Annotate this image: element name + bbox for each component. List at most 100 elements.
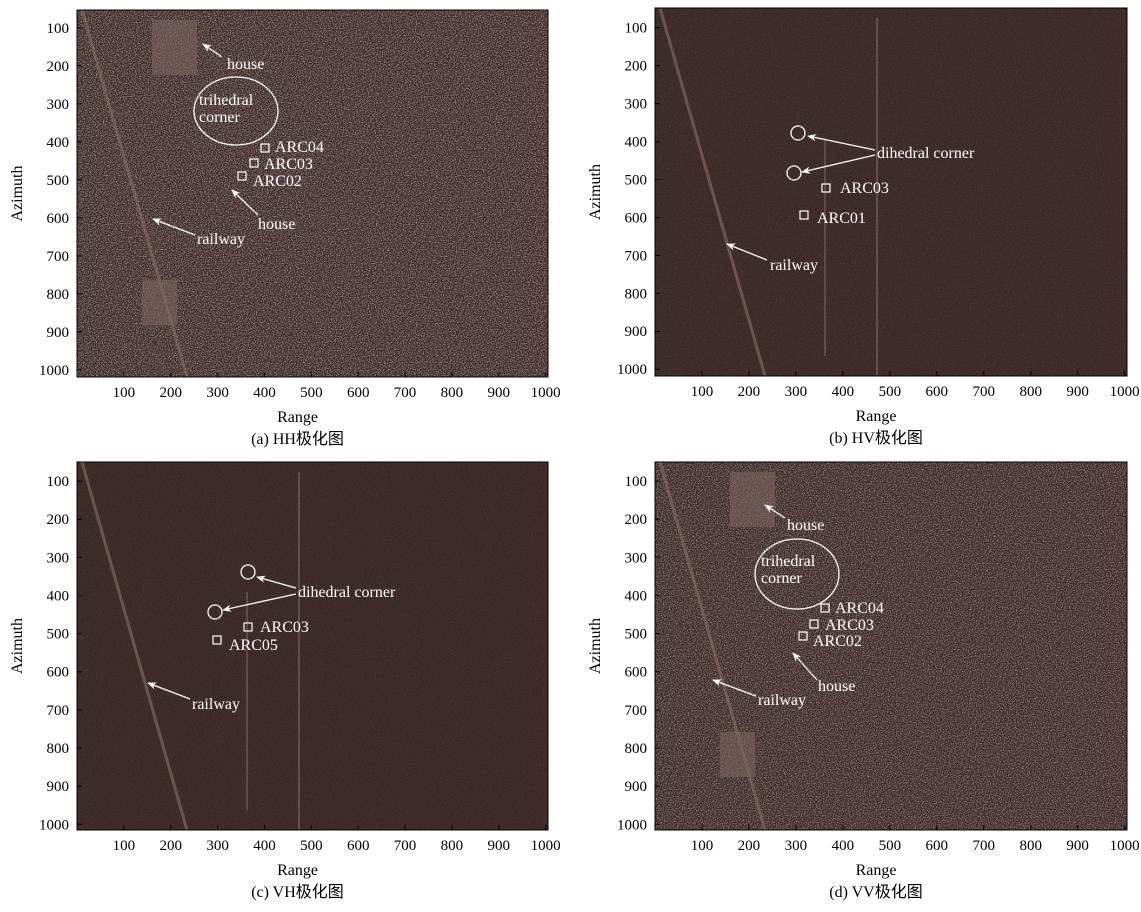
y-tick-label: 500 [625, 172, 648, 188]
y-tick-label: 200 [625, 59, 648, 75]
annotation: house [818, 678, 855, 695]
annotation: ARC04 [835, 600, 884, 617]
x-tick-label: 700 [973, 384, 996, 400]
x-axis-label: Range [277, 862, 318, 879]
y-tick-label: 700 [47, 703, 70, 719]
annotation: dihedral corner [298, 584, 396, 601]
annotation: railway [192, 696, 240, 713]
x-tick-label: 200 [159, 385, 182, 401]
x-tick-label: 300 [206, 838, 229, 854]
annotation: trihedral [199, 92, 254, 109]
x-axis-label: Range [277, 409, 318, 426]
y-tick-label: 500 [47, 627, 70, 643]
y-tick-label: 800 [625, 741, 648, 757]
x-tick-label: 800 [1019, 838, 1042, 854]
y-tick-label: 400 [625, 588, 648, 604]
panel: 1002003004005006007008009001000100200300… [587, 462, 1140, 901]
sar-image-speckle [77, 462, 548, 830]
x-tick-label: 100 [113, 385, 136, 401]
x-tick-label: 200 [738, 838, 761, 854]
x-tick-label: 1000 [1110, 838, 1140, 854]
y-axis-label: Azimuth [9, 618, 26, 674]
y-tick-label: 800 [47, 741, 70, 757]
y-tick-label: 300 [625, 550, 648, 566]
x-tick-label: 900 [1066, 384, 1089, 400]
annotation: ARC02 [813, 633, 862, 650]
x-tick-label: 400 [253, 385, 276, 401]
y-tick-label: 600 [47, 665, 70, 681]
y-tick-label: 400 [47, 135, 70, 151]
caption: (d) VV极化图 [829, 883, 922, 901]
x-tick-label: 700 [973, 838, 996, 854]
y-tick-label: 1000 [617, 817, 647, 833]
page: {"panels": [ {"caption": "(a) HH极化图", "x… [0, 0, 1141, 912]
panel: 1002003004005006007008009001000100200300… [587, 8, 1140, 447]
annotation: ARC01 [817, 210, 866, 227]
figure: 100 200 300 400 500 600 700 800 900 1000 100 200 300… [0, 0, 1141, 907]
annotation: railway [770, 257, 818, 274]
y-tick-label: 300 [47, 97, 70, 113]
house-patch [730, 472, 775, 527]
y-tick-label: 1000 [617, 362, 647, 378]
y-tick-label: 200 [47, 512, 70, 528]
x-tick-label: 800 [1019, 384, 1042, 400]
annotation: ARC03 [840, 180, 889, 197]
annotation: ARC05 [229, 637, 278, 654]
y-axis-label: Azimuth [587, 164, 604, 220]
x-tick-label: 600 [926, 384, 949, 400]
x-tick-label: 800 [441, 838, 464, 854]
x-tick-label: 300 [785, 838, 808, 854]
x-tick-label: 600 [926, 838, 949, 854]
x-tick-label: 900 [488, 385, 511, 401]
caption: (c) VH极化图 [251, 883, 344, 901]
x-tick-label: 500 [879, 838, 902, 854]
y-tick-label: 800 [625, 286, 648, 302]
annotation: corner [199, 109, 241, 126]
x-tick-label: 600 [347, 838, 370, 854]
x-tick-label: 100 [691, 384, 714, 400]
y-tick-label: 600 [625, 210, 648, 226]
y-tick-label: 100 [625, 474, 648, 490]
y-tick-label: 100 [47, 21, 70, 37]
y-tick-label: 200 [47, 59, 70, 75]
y-tick-label: 700 [625, 248, 648, 264]
y-tick-label: 1000 [39, 817, 69, 833]
house-patch [152, 20, 197, 75]
y-tick-label: 900 [47, 779, 70, 795]
x-tick-label: 700 [394, 385, 417, 401]
y-axis-label: Azimuth [587, 618, 604, 674]
x-tick-label: 500 [879, 384, 902, 400]
x-tick-label: 200 [159, 838, 182, 854]
y-tick-label: 400 [47, 588, 70, 604]
y-tick-label: 300 [47, 550, 70, 566]
annotation: house [258, 216, 295, 233]
x-tick-label: 900 [488, 838, 511, 854]
x-tick-label: 1000 [531, 838, 561, 854]
x-tick-label: 400 [253, 838, 276, 854]
y-axis-label: Azimuth [9, 166, 26, 222]
y-tick-label: 1000 [39, 363, 69, 379]
x-tick-label: 300 [785, 384, 808, 400]
y-tick-label: 200 [625, 512, 648, 528]
y-tick-label: 500 [47, 173, 70, 189]
x-tick-label: 200 [738, 384, 761, 400]
y-tick-label: 600 [47, 211, 70, 227]
y-tick-label: 300 [625, 97, 648, 113]
annotation: ARC03 [260, 619, 309, 636]
x-tick-label: 1000 [1110, 384, 1140, 400]
x-tick-label: 700 [394, 838, 417, 854]
house-patch [720, 732, 755, 777]
caption: (b) HV极化图 [829, 429, 923, 447]
annotation: railway [197, 231, 245, 248]
x-tick-label: 400 [832, 384, 855, 400]
y-tick-label: 900 [625, 324, 648, 340]
x-tick-label: 500 [300, 838, 323, 854]
x-tick-label: 1000 [531, 385, 561, 401]
x-tick-label: 100 [113, 838, 136, 854]
annotation: house [787, 517, 824, 534]
caption: (a) HH极化图 [251, 430, 344, 448]
sar-image-speckle [655, 8, 1127, 376]
x-tick-label: 300 [206, 385, 229, 401]
y-tick-label: 700 [625, 703, 648, 719]
